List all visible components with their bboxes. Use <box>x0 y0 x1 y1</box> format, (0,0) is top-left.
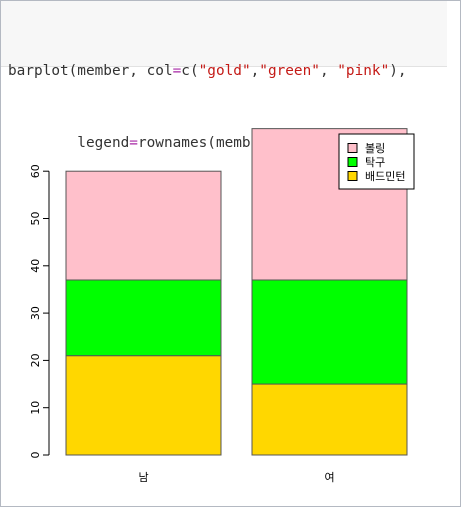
code-token: = <box>129 135 138 151</box>
bar-stacks <box>65 128 408 456</box>
code-token: "green" <box>259 63 320 79</box>
y-tick-label: 10 <box>29 401 42 415</box>
y-axis: 0 10 20 30 40 50 60 <box>29 164 50 459</box>
x-category-label: 여 <box>324 471 334 484</box>
code-block: barplot(member, col=c("gold","green", "p… <box>1 1 447 151</box>
bar-segment <box>251 279 408 385</box>
code-token: "gold" <box>198 63 251 79</box>
code-token: "pink" <box>337 63 390 79</box>
code-token: = <box>172 63 182 79</box>
legend-swatch <box>347 157 358 167</box>
code-token: ), <box>389 63 407 79</box>
legend-label: 탁구 <box>365 156 385 169</box>
code-token: , <box>319 63 338 79</box>
code-token: barplot(member, col <box>8 63 173 79</box>
legend-swatch <box>347 143 358 153</box>
code-token: , <box>250 63 260 79</box>
y-tick-label: 50 <box>29 212 42 226</box>
y-tick-label: 20 <box>29 353 42 367</box>
legend-swatch <box>347 171 358 181</box>
bar-segment <box>65 355 222 456</box>
legend-label: 배드민턴 <box>365 170 405 183</box>
bar-segment <box>251 383 408 456</box>
y-tick-label: 40 <box>29 259 42 273</box>
code-token: legend <box>8 135 130 151</box>
code-token: c( <box>181 63 199 79</box>
bar-segment <box>65 170 222 281</box>
code-token: rownames(member)) <box>137 135 286 151</box>
code-line: legend=rownames(member)) <box>8 131 447 155</box>
x-category-label: 남 <box>138 471 148 484</box>
code-line: barplot(member, col=c("gold","green", "p… <box>8 59 447 83</box>
legend-label: 볼링 <box>365 142 385 155</box>
y-tick-label: 30 <box>29 306 42 320</box>
y-tick-label: 0 <box>29 452 42 459</box>
bar-segment <box>65 279 222 357</box>
y-tick-label: 60 <box>29 164 42 178</box>
